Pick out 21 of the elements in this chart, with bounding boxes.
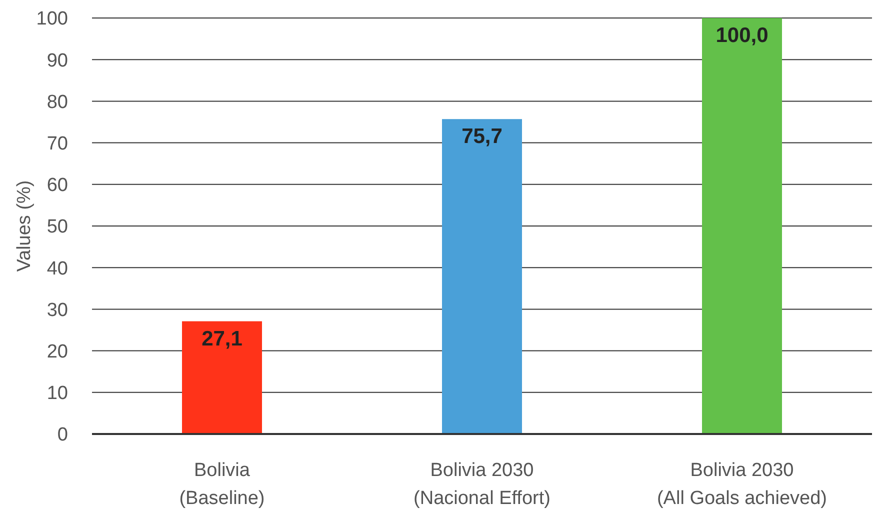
y-tick-label: 100	[36, 8, 68, 30]
y-tick-label: 70	[46, 133, 68, 154]
data-label: 75,7	[462, 125, 502, 148]
y-tick-label: 40	[46, 258, 68, 280]
y-tick-label: 20	[46, 341, 68, 362]
y-tick-label: 80	[46, 92, 68, 113]
bar	[182, 321, 262, 434]
y-tick-label: 60	[46, 175, 68, 196]
data-label: 27,1	[202, 327, 243, 350]
x-tick-label: Bolivia (Baseline)	[179, 460, 265, 509]
y-tick-label: 10	[46, 383, 68, 404]
y-tick-label: 90	[46, 50, 68, 72]
y-tick-label: 0	[57, 424, 68, 446]
y-tick-label: 50	[46, 216, 68, 238]
y-axis-title: Values (%)	[14, 180, 35, 272]
data-label: 100,0	[716, 24, 768, 47]
bar	[442, 119, 522, 434]
bar	[702, 18, 782, 434]
y-tick-label: 30	[46, 300, 68, 321]
x-tick-label: Bolivia 2030 (All Goals achieved)	[656, 460, 828, 509]
x-tick-label: Bolivia 2030 (Nacional Effort)	[414, 460, 550, 509]
